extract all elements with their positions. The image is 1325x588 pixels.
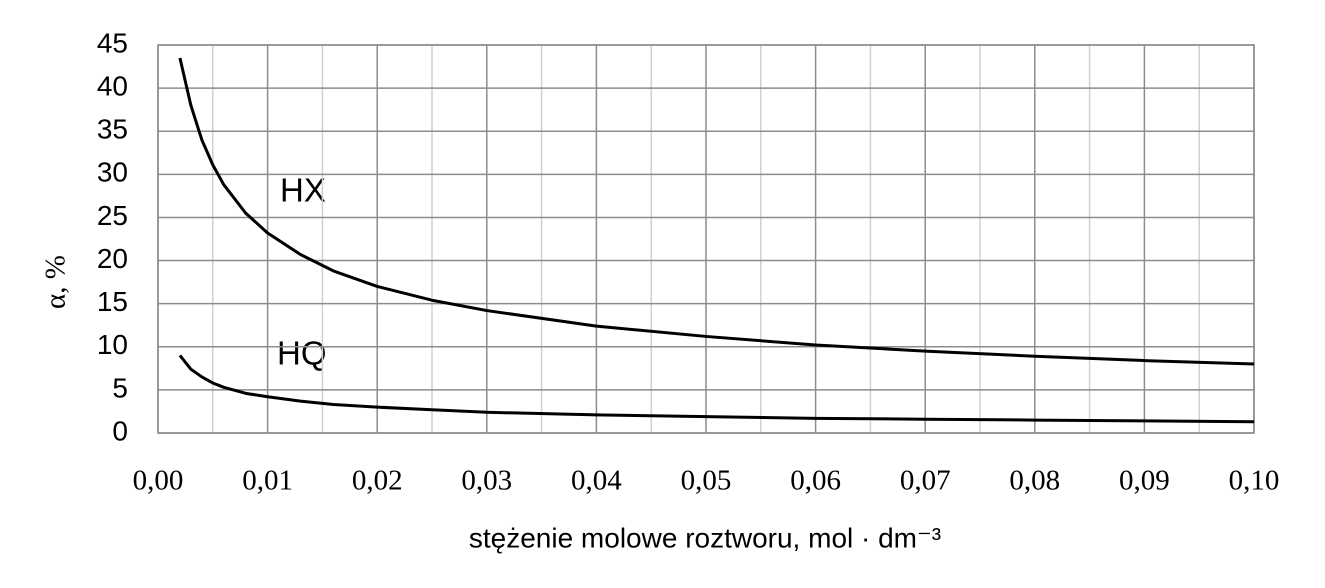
y-tick-label: 0 <box>112 415 128 446</box>
y-tick-label: 25 <box>97 200 128 231</box>
x-tick-label: 0,01 <box>242 465 293 497</box>
x-axis-label: stężenie molowe roztworu, mol · dm⁻³ <box>469 522 941 553</box>
x-tick-label: 0,07 <box>900 465 951 497</box>
x-tick-label: 0,05 <box>681 465 732 497</box>
y-tick-label: 45 <box>97 27 128 58</box>
y-axis-label: α, % <box>40 255 72 309</box>
y-tick-label: 20 <box>97 243 128 274</box>
plot-border <box>157 44 1255 434</box>
annotation: HQ <box>277 335 327 372</box>
data-line <box>178 57 1255 366</box>
x-tick-label: 0,08 <box>1009 465 1060 497</box>
x-tick-label: 0,10 <box>1229 465 1280 497</box>
y-tick-label: 40 <box>97 71 128 102</box>
y-tick-label: 15 <box>97 286 128 317</box>
y-tick-label: 30 <box>97 157 128 188</box>
x-tick-label: 0,03 <box>461 465 512 497</box>
y-tick-label: 10 <box>97 329 128 360</box>
x-tick-label: 0,09 <box>1119 465 1170 497</box>
x-tick-label: 0,02 <box>352 465 403 497</box>
annotation: HX <box>280 172 326 209</box>
data-line <box>178 354 1255 424</box>
x-tick-label: 0,04 <box>571 465 622 497</box>
y-tick-label: 5 <box>112 372 128 403</box>
y-tick-label: 35 <box>97 114 128 145</box>
x-tick-label: 0,00 <box>133 465 184 497</box>
x-tick-label: 0,06 <box>790 465 841 497</box>
